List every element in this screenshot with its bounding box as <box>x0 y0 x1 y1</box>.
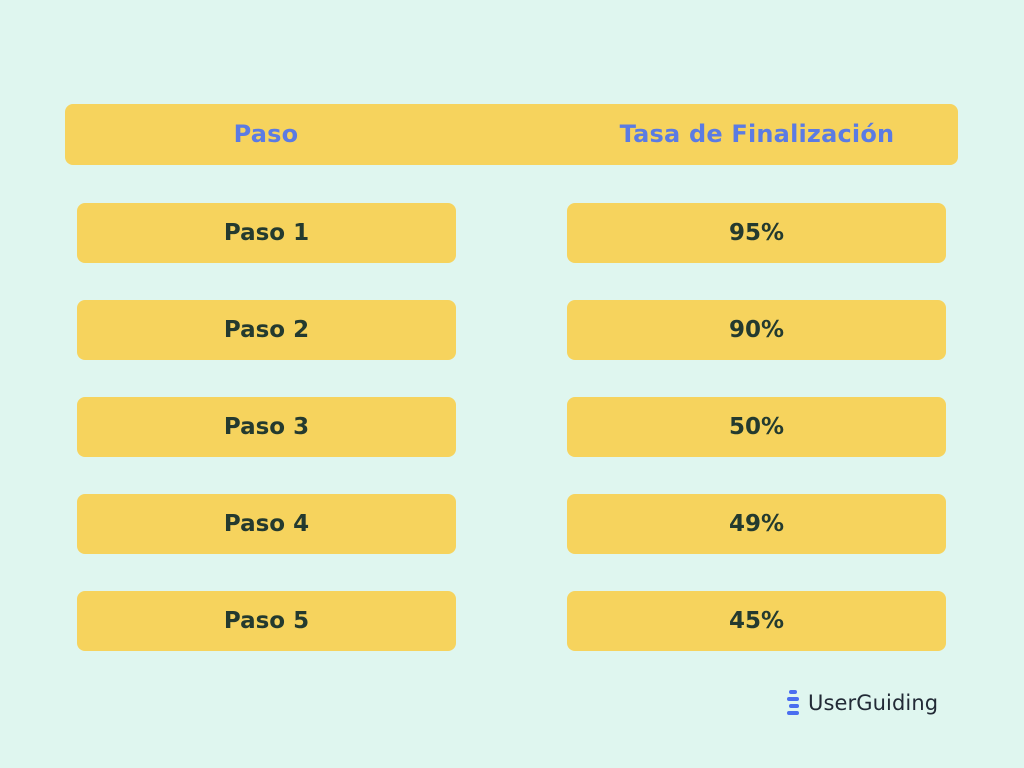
column-header-step: Paso <box>233 120 299 148</box>
step-cell: Paso 3 <box>77 397 456 457</box>
table-row: Paso 1 95% <box>0 203 1024 263</box>
completion-rate-cell: 49% <box>567 494 946 554</box>
table-row: Paso 5 45% <box>0 591 1024 651</box>
completion-rate-cell: 45% <box>567 591 946 651</box>
step-cell: Paso 5 <box>77 591 456 651</box>
step-cell: Paso 2 <box>77 300 456 360</box>
table-row: Paso 2 90% <box>0 300 1024 360</box>
table-header: Paso Tasa de Finalización <box>65 104 958 165</box>
table-row: Paso 4 49% <box>0 494 1024 554</box>
step-cell: Paso 4 <box>77 494 456 554</box>
table-row: Paso 3 50% <box>0 397 1024 457</box>
completion-rate-cell: 90% <box>567 300 946 360</box>
userguiding-logo-icon <box>787 690 799 715</box>
step-cell: Paso 1 <box>77 203 456 263</box>
brand-name: UserGuiding <box>808 691 939 715</box>
completion-rate-cell: 95% <box>567 203 946 263</box>
brand-logo: UserGuiding <box>786 686 938 720</box>
completion-rate-cell: 50% <box>567 397 946 457</box>
column-header-completion-rate: Tasa de Finalización <box>619 120 895 148</box>
